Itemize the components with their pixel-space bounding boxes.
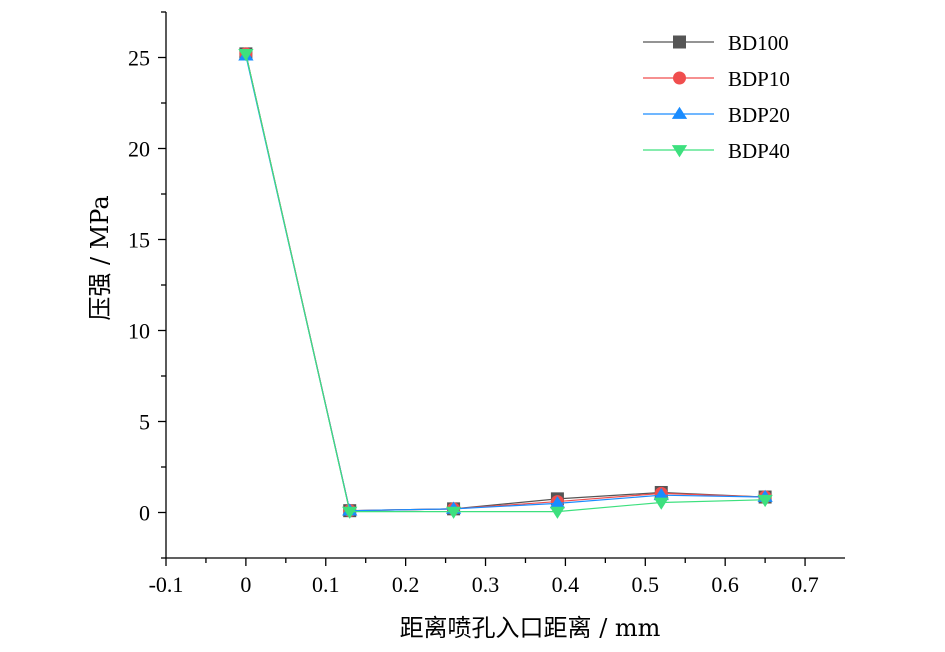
data-point bbox=[757, 494, 773, 508]
series-layer bbox=[238, 47, 773, 519]
data-point bbox=[653, 497, 669, 510]
legend-item: BD100 bbox=[643, 31, 789, 55]
x-tick-label: 0.7 bbox=[791, 572, 819, 597]
x-tick-label: -0.1 bbox=[149, 572, 184, 597]
x-tick-label: 0.1 bbox=[312, 572, 340, 597]
legend-marker bbox=[673, 71, 686, 85]
y-axis-title: 压强 / MPa bbox=[86, 195, 114, 320]
data-point bbox=[238, 48, 254, 62]
x-tick-label: 0.2 bbox=[392, 572, 420, 597]
axes bbox=[165, 12, 845, 559]
x-tick-label: 0.6 bbox=[711, 572, 739, 597]
y-tick-label: 10 bbox=[128, 319, 150, 344]
series-line bbox=[245, 55, 766, 512]
y-tick-label: 0 bbox=[139, 501, 150, 526]
data-point bbox=[653, 487, 669, 501]
x-tick-label: 0.5 bbox=[632, 572, 660, 597]
x-tick-label: 0.3 bbox=[472, 572, 500, 597]
legend: BD100 BDP10 BDP20 BDP40 bbox=[643, 31, 790, 163]
legend-label: BDP10 bbox=[728, 67, 790, 91]
series-bdp20 bbox=[238, 48, 773, 516]
legend-label: BD100 bbox=[728, 31, 789, 55]
y-tick-label: 20 bbox=[128, 137, 150, 162]
data-point bbox=[549, 496, 566, 509]
ticks bbox=[158, 11, 806, 566]
tick-labels: -0.1 0 0.1 0.2 0.3 0.4 0.5 0.6 0.7 0 5 10 15 20 25 bbox=[128, 46, 819, 598]
legend-label: BDP40 bbox=[728, 139, 790, 163]
data-point bbox=[342, 506, 358, 519]
legend-item: BDP40 bbox=[643, 139, 790, 163]
legend-marker bbox=[673, 35, 686, 49]
x-tick-label: 0 bbox=[240, 572, 251, 597]
series-line bbox=[245, 53, 766, 513]
series-line bbox=[245, 53, 766, 512]
legend-marker bbox=[671, 145, 688, 158]
legend-label: BDP20 bbox=[728, 103, 790, 127]
y-tick-label: 25 bbox=[128, 46, 150, 71]
series-bdp10 bbox=[239, 47, 772, 518]
data-point bbox=[445, 506, 462, 519]
data-point bbox=[549, 506, 566, 519]
y-tick-label: 5 bbox=[139, 410, 150, 435]
legend-marker bbox=[671, 106, 688, 119]
x-axis-title: 距离喷孔入口距离 / mm bbox=[400, 614, 661, 642]
series-bd100 bbox=[239, 47, 772, 518]
legend-item: BDP20 bbox=[643, 103, 790, 127]
series-line bbox=[245, 53, 766, 512]
series-bdp40 bbox=[238, 48, 773, 519]
y-tick-label: 15 bbox=[128, 228, 150, 253]
x-tick-label: 0.4 bbox=[552, 572, 580, 597]
legend-item: BDP10 bbox=[643, 67, 790, 91]
